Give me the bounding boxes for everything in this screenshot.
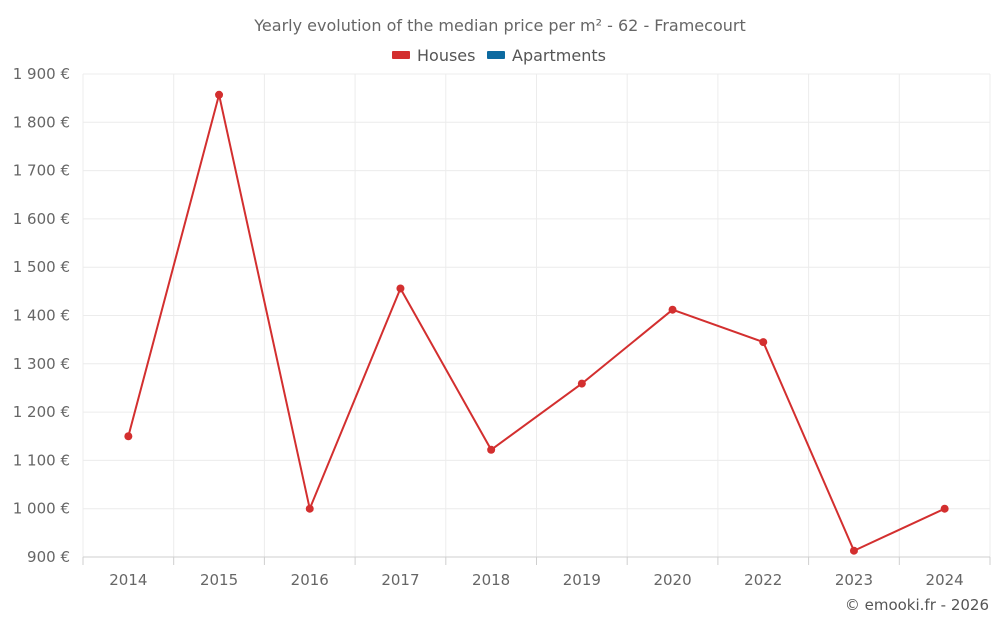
data-point[interactable] <box>759 338 768 347</box>
legend-label-houses: Houses <box>417 46 475 65</box>
data-point[interactable] <box>940 504 949 513</box>
data-point[interactable] <box>577 379 586 388</box>
x-tick-label: 2019 <box>563 571 601 589</box>
x-tick-label: 2020 <box>653 571 691 589</box>
data-point[interactable] <box>305 504 314 513</box>
data-point[interactable] <box>849 546 858 555</box>
y-tick-label: 1 100 € <box>13 451 70 469</box>
y-tick-label: 1 500 € <box>13 258 70 276</box>
x-tick-label: 2024 <box>926 571 964 589</box>
data-point[interactable] <box>215 90 224 99</box>
data-point[interactable] <box>124 432 133 441</box>
legend-swatch-apartments <box>487 51 505 59</box>
y-tick-label: 1 600 € <box>13 210 70 228</box>
data-point[interactable] <box>668 305 677 314</box>
legend-label-apartments: Apartments <box>512 46 606 65</box>
gridlines <box>82 73 991 557</box>
data-point[interactable] <box>487 445 496 454</box>
x-tick-label: 2015 <box>200 571 238 589</box>
y-tick-label: 1 000 € <box>13 500 70 518</box>
y-tick-label: 1 800 € <box>13 113 70 131</box>
copyright-credit: © emooki.fr - 2026 <box>845 596 989 614</box>
legend-item-apartments[interactable]: Apartments <box>487 46 606 65</box>
x-tick-label: 2016 <box>291 571 329 589</box>
axes <box>82 556 991 565</box>
legend-item-houses[interactable]: Houses <box>392 46 475 65</box>
legend-swatch-houses <box>392 51 410 59</box>
x-tick-label: 2023 <box>835 571 873 589</box>
y-tick-label: 1 900 € <box>13 65 70 83</box>
y-tick-label: 1 200 € <box>13 403 70 421</box>
y-tick-label: 900 € <box>27 548 70 566</box>
x-tick-label: 2017 <box>381 571 419 589</box>
x-tick-label: 2014 <box>109 571 147 589</box>
series-line-houses <box>127 93 946 552</box>
y-tick-label: 1 700 € <box>13 162 70 180</box>
x-tick-label: 2018 <box>472 571 510 589</box>
x-tick-label: 2022 <box>744 571 782 589</box>
series-houses <box>124 90 949 555</box>
legend: Houses Apartments <box>392 46 606 65</box>
y-tick-label: 1 300 € <box>13 355 70 373</box>
y-axis-tick-labels: 900 € 1 000 € 1 100 € 1 200 € 1 300 € 1 400 €… <box>13 65 70 566</box>
chart-title: Yearly evolution of the median price per… <box>253 16 745 35</box>
y-tick-label: 1 400 € <box>13 307 70 325</box>
data-point[interactable] <box>396 284 405 293</box>
x-axis-tick-labels: 2014 2015 2016 2017 2018 2019 2020 2022 2023 2024 <box>109 571 963 589</box>
